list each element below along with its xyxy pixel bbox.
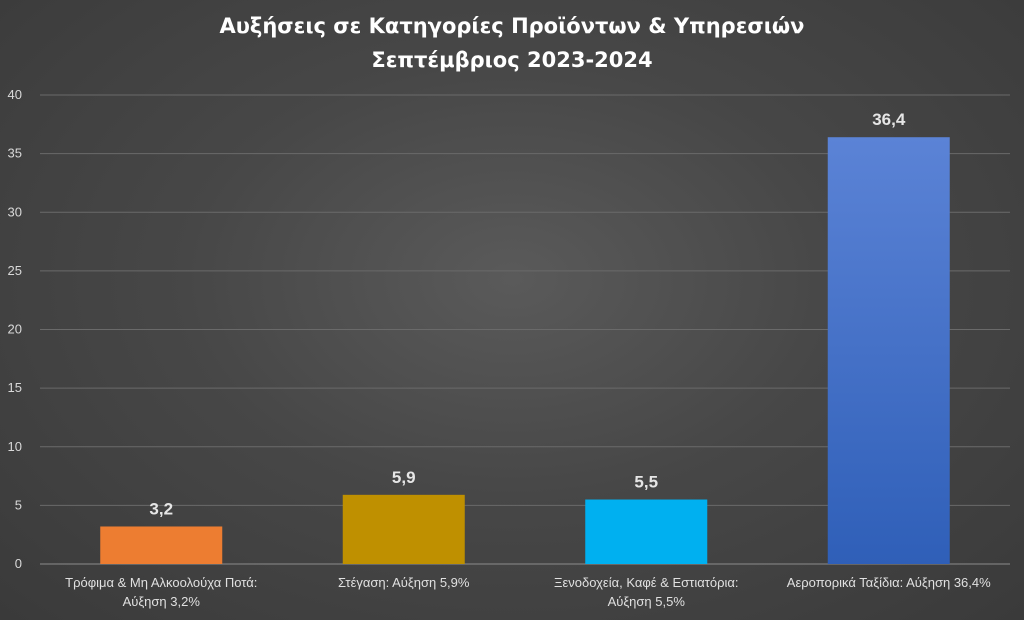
y-tick-label-5: 5 xyxy=(15,497,22,512)
category-label-1: Τρόφιμα & Μη Αλκοολούχα Ποτά: Αύξηση 3,2% xyxy=(65,575,257,609)
category-label-4: Αεροπορικά Ταξίδια: Αύξηση 36,4% xyxy=(787,575,991,590)
y-tick-label-20: 20 xyxy=(8,322,22,337)
bar-2 xyxy=(342,494,465,564)
data-label-3: 5,5 xyxy=(634,473,658,492)
bar-1 xyxy=(100,526,223,564)
y-tick-label-35: 35 xyxy=(8,146,22,161)
y-tick-label-15: 15 xyxy=(8,380,22,395)
gridlines xyxy=(40,94,1010,565)
chart-title: Αυξήσεις σε Κατηγορίες Προϊόντων & Υπηρε… xyxy=(219,14,804,72)
y-tick-label-30: 30 xyxy=(8,204,22,219)
y-tick-label-25: 25 xyxy=(8,263,22,278)
data-labels: 3,2 5,9 5,5 36,4 xyxy=(149,110,905,518)
chart-title-line-2: Σεπτέμβριος 2023-2024 xyxy=(371,48,652,72)
bar-4 xyxy=(827,137,950,564)
bar-3 xyxy=(585,499,708,564)
data-label-4: 36,4 xyxy=(872,110,906,129)
x-axis-categories: Τρόφιμα & Μη Αλκοολούχα Ποτά: Αύξηση 3,2%… xyxy=(65,575,991,609)
y-tick-label-0: 0 xyxy=(15,556,22,571)
category-label-3: Ξενοδοχεία, Καφέ & Εστιατόρια: Αύξηση 5,5… xyxy=(554,575,739,609)
bars xyxy=(100,137,950,564)
y-tick-label-10: 10 xyxy=(8,439,22,454)
y-tick-label-40: 40 xyxy=(8,87,22,102)
data-label-1: 3,2 xyxy=(149,499,173,518)
chart-title-line-1: Αυξήσεις σε Κατηγορίες Προϊόντων & Υπηρε… xyxy=(219,14,804,38)
y-axis-ticks: 0 5 10 15 20 25 30 35 40 xyxy=(8,87,22,571)
category-label-2: Στέγαση: Αύξηση 5,9% xyxy=(338,575,470,590)
data-label-2: 5,9 xyxy=(392,468,416,487)
